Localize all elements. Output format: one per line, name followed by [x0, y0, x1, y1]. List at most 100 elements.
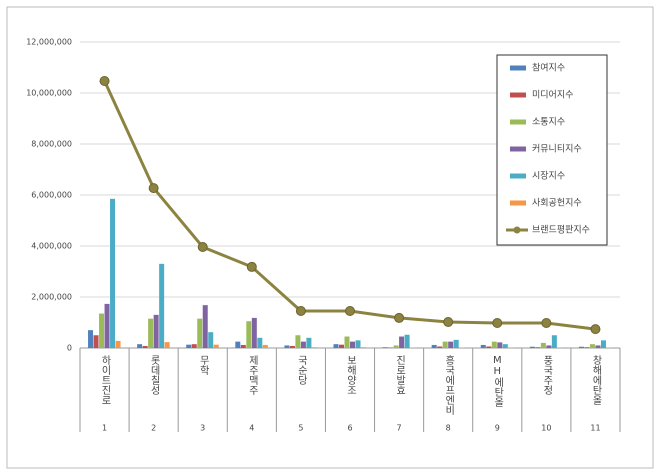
y-tick-label: 6,000,000	[31, 191, 72, 200]
x-tick-label: 보해양조	[345, 355, 357, 395]
point	[197, 242, 208, 253]
legend-swatch	[510, 173, 526, 179]
rank-label: 1	[102, 424, 107, 433]
point	[443, 316, 454, 327]
bar	[350, 341, 355, 348]
rank-label: 7	[397, 424, 402, 433]
bar	[480, 344, 486, 348]
y-tick-label: 4,000,000	[31, 242, 72, 251]
bar	[284, 345, 290, 348]
legend-swatch	[510, 92, 526, 98]
x-tick-label: 흥국에프엔비	[443, 354, 455, 416]
legend-marker	[513, 226, 521, 234]
point	[541, 318, 552, 329]
x-tick-label: 창해에탄올	[590, 355, 602, 405]
bar	[535, 347, 541, 348]
bar	[186, 344, 192, 348]
bar	[344, 336, 350, 348]
legend-label: 커뮤니티지수	[532, 144, 582, 155]
bar	[208, 332, 214, 348]
bar	[289, 345, 295, 348]
x-tick-label: 풍국주정	[541, 355, 553, 395]
bar	[600, 340, 606, 348]
bar	[339, 344, 344, 348]
bar	[388, 347, 394, 348]
bar	[584, 347, 590, 348]
bar	[529, 346, 535, 348]
bar	[213, 344, 219, 348]
rank-label: 9	[495, 424, 500, 433]
y-tick-label: 2,000,000	[31, 293, 72, 302]
x-tick-label: 무학	[197, 355, 209, 376]
bar	[300, 341, 306, 348]
bar	[508, 347, 514, 348]
bar	[159, 263, 165, 348]
bar	[202, 305, 208, 348]
bar	[110, 198, 116, 348]
bar	[557, 347, 563, 348]
bar	[333, 344, 339, 348]
x-tick-label: 제주맥주	[246, 355, 258, 396]
bar	[246, 321, 252, 348]
rank-label: 11	[590, 424, 600, 433]
bar	[191, 344, 197, 348]
legend-swatch	[510, 65, 526, 71]
x-tick-label: 국순당	[295, 355, 307, 385]
legend-swatch	[510, 146, 526, 152]
legend-swatch	[510, 200, 526, 206]
point	[394, 312, 405, 323]
point	[590, 324, 601, 335]
bar	[393, 345, 399, 348]
legend-label: 미디어지수	[532, 90, 573, 101]
bar	[546, 345, 552, 348]
bar	[486, 346, 492, 348]
rank-label: 10	[541, 424, 551, 433]
bar	[104, 303, 110, 348]
rank-label: 3	[200, 424, 205, 433]
y-tick-label: 12,000,000	[26, 38, 72, 47]
legend-label: 브랜드평판지수	[532, 225, 590, 236]
bar	[437, 346, 443, 348]
bar	[240, 344, 246, 348]
point	[492, 318, 503, 329]
bar	[164, 342, 170, 348]
bar	[606, 347, 612, 348]
legend-label: 시장지수	[532, 171, 565, 182]
y-tick-label: 8,000,000	[31, 140, 72, 149]
bar	[410, 347, 416, 348]
bar	[540, 342, 546, 348]
bar	[262, 344, 268, 348]
bar	[491, 341, 497, 348]
bar	[502, 344, 508, 348]
bar	[251, 317, 257, 348]
bar	[382, 347, 388, 348]
bar	[442, 341, 448, 348]
bar	[497, 342, 503, 348]
rank-label: 5	[298, 424, 303, 433]
bar	[589, 344, 595, 348]
bar	[137, 344, 143, 348]
x-tick-label: 진로발효	[394, 355, 406, 395]
bar	[88, 330, 94, 348]
bar	[361, 347, 366, 348]
bar	[448, 341, 454, 348]
legend-label: 사회공헌지수	[532, 198, 582, 209]
bar	[399, 336, 405, 348]
bar	[197, 318, 203, 348]
bar	[404, 334, 410, 348]
bar	[355, 340, 361, 348]
rank-label: 6	[347, 424, 352, 433]
rank-label: 8	[446, 424, 451, 433]
legend-swatch	[510, 119, 526, 125]
bar	[142, 345, 148, 348]
x-tick-label: 하이트진로	[99, 354, 111, 405]
bar	[115, 340, 121, 348]
point	[295, 306, 306, 317]
bar	[235, 341, 241, 348]
bar	[311, 347, 317, 348]
bar	[295, 335, 301, 348]
x-tick-label: MH에탄올	[492, 355, 504, 407]
bar	[99, 313, 105, 348]
bar	[453, 339, 459, 348]
